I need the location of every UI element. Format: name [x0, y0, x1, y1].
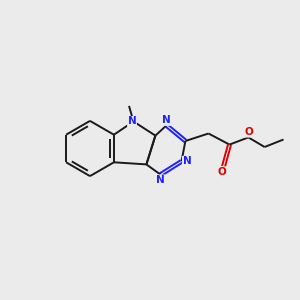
Text: N: N	[182, 156, 191, 167]
Text: O: O	[218, 167, 226, 177]
Text: N: N	[156, 175, 165, 185]
Text: N: N	[128, 116, 136, 127]
Text: N: N	[162, 115, 171, 125]
Text: O: O	[244, 127, 253, 137]
